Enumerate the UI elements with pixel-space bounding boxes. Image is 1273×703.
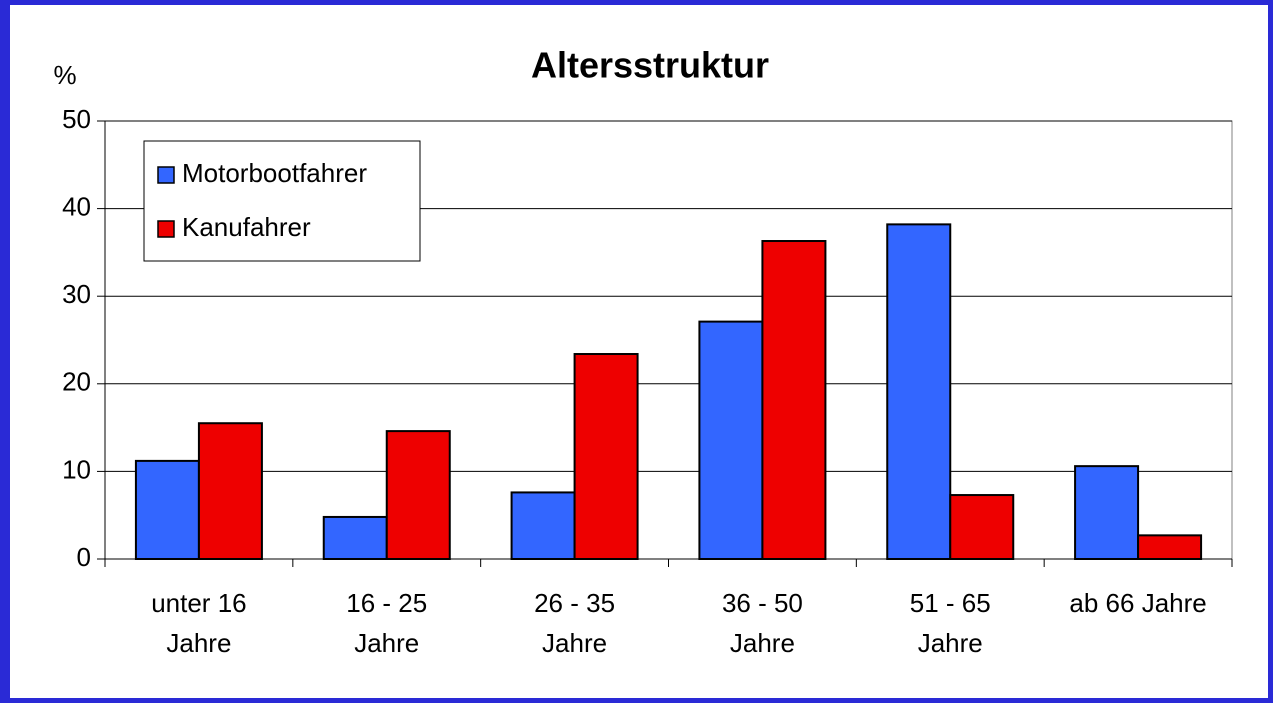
x-tick-label: Jahre [354, 628, 419, 658]
bar [761, 240, 827, 560]
x-tick-label: Jahre [166, 628, 231, 658]
x-tick-label: Jahre [918, 628, 983, 658]
x-tick-label: Jahre [730, 628, 795, 658]
bar [322, 515, 388, 560]
bar [886, 223, 952, 560]
bar [949, 494, 1015, 560]
bar [1074, 465, 1140, 561]
y-tick-label: 20 [62, 367, 91, 397]
bar [698, 320, 764, 560]
legend-swatch [157, 220, 175, 238]
y-tick-label: 40 [62, 191, 91, 221]
bar [1137, 534, 1203, 561]
x-tick-label: 26 - 35 [534, 588, 615, 618]
y-tick-label: 0 [77, 542, 91, 572]
bar [197, 422, 263, 560]
chart: Altersstruktur % 0 10 20 30 40 50 unter 16 Jahr… [53, 45, 1233, 658]
y-tick-label: 30 [62, 279, 91, 309]
x-tick-label: unter 16 [151, 588, 246, 618]
x-tick-label: 51 - 65 [910, 588, 991, 618]
bar [385, 430, 451, 560]
legend-label: Motorbootfahrer [182, 158, 367, 188]
x-tick-label: 36 - 50 [722, 588, 803, 618]
y-axis-label: % [53, 60, 76, 90]
chart-title: Altersstruktur [531, 45, 769, 86]
x-tick-label: 16 - 25 [346, 588, 427, 618]
bar [134, 459, 200, 560]
y-tick-label: 10 [62, 454, 91, 484]
frame: Altersstruktur % 0 10 20 30 40 50 unter 16 Jahr… [10, 5, 1268, 698]
x-tick-label: Jahre [542, 628, 607, 658]
legend-swatch [157, 166, 175, 184]
x-tick-label: ab 66 Jahre [1069, 588, 1206, 618]
bar [573, 353, 639, 560]
legend-label: Kanufahrer [182, 212, 311, 242]
bar [510, 491, 576, 561]
y-tick-label: 50 [62, 104, 91, 134]
legend [143, 140, 421, 262]
